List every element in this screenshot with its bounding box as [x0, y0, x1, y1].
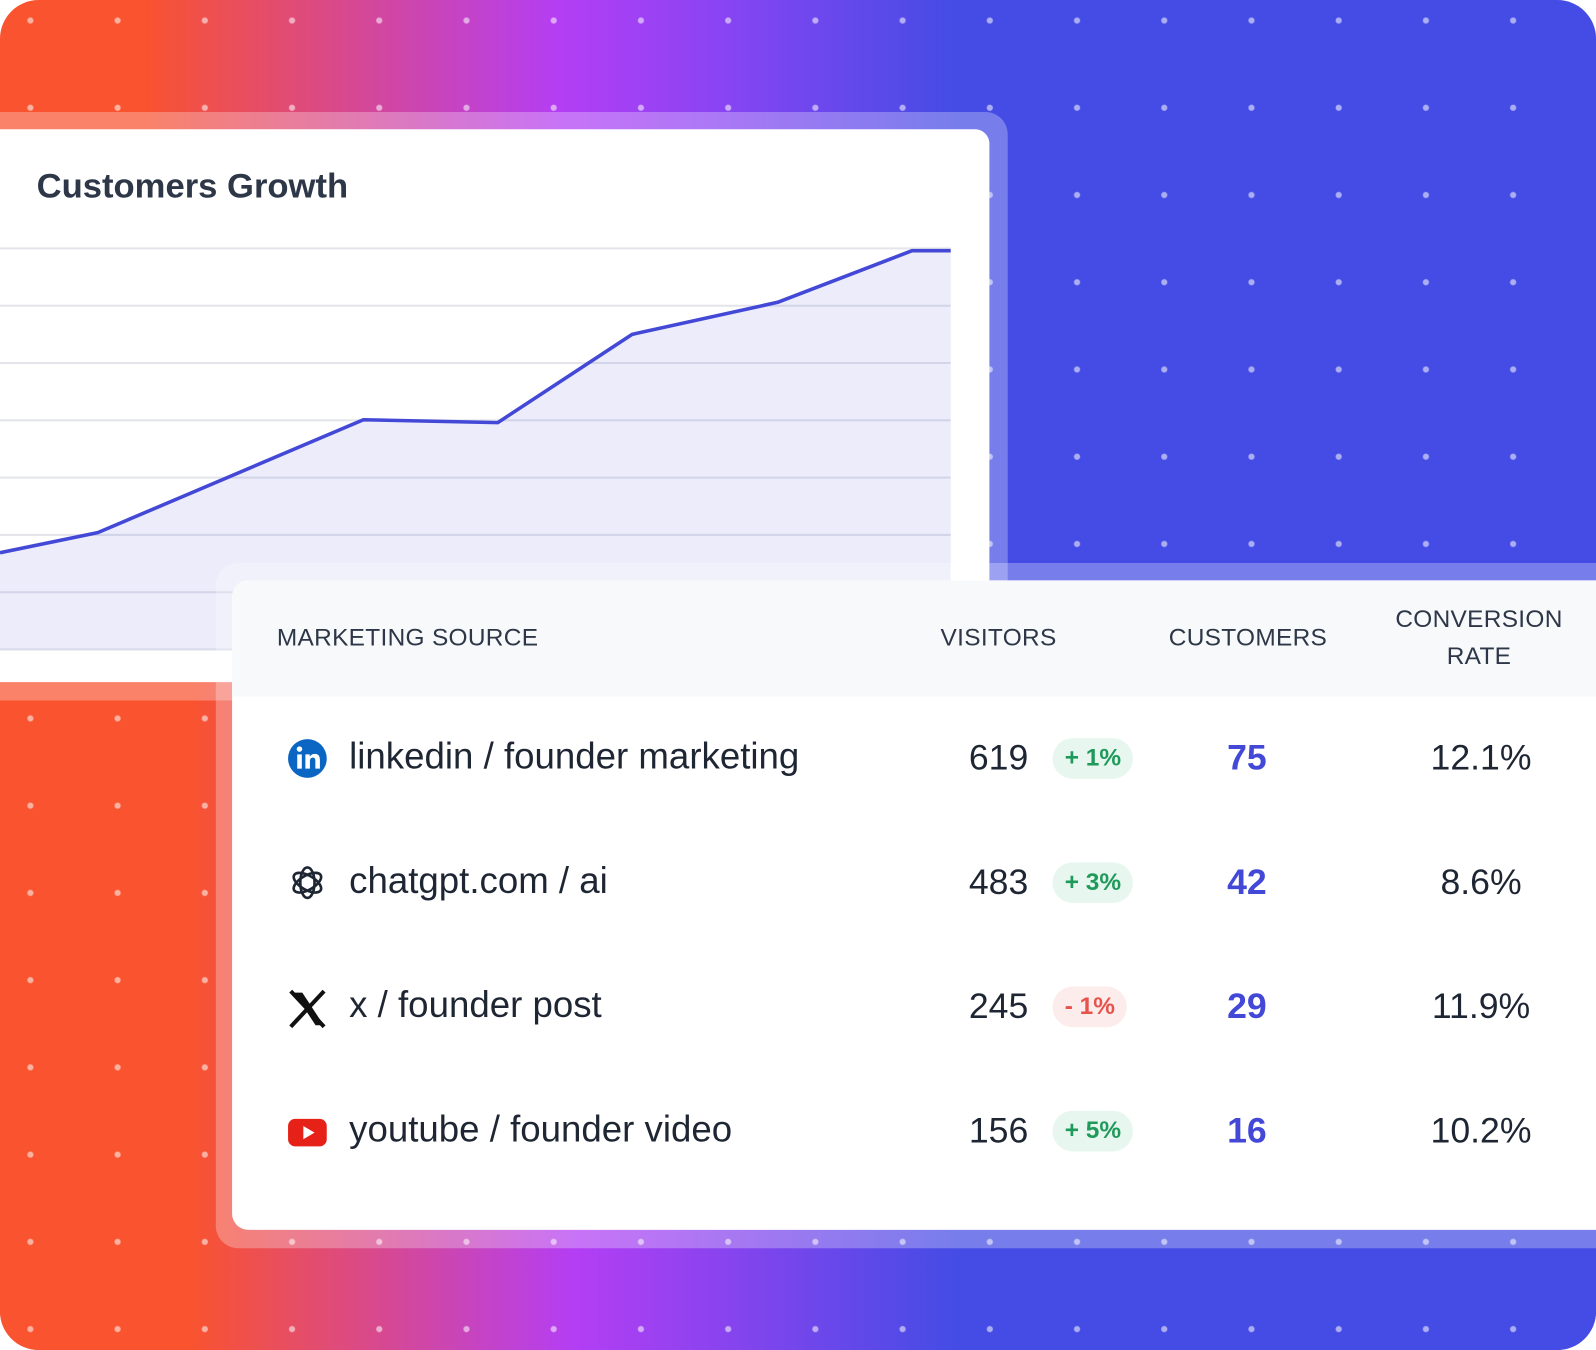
change-wrap: + 3% — [1052, 852, 1134, 913]
conversion-rate: 10.2% — [1430, 1110, 1532, 1151]
table-row: linkedin / founder marketing 619 + 1% 75 12.… — [232, 728, 1596, 789]
change-wrap: - 1% — [1052, 976, 1128, 1037]
customers: 42 — [1227, 862, 1267, 903]
change-badge: - 1% — [1052, 986, 1128, 1028]
change-wrap: + 5% — [1052, 1101, 1134, 1162]
source-name: x / founder post — [349, 983, 602, 1026]
change-wrap: + 1% — [1052, 728, 1134, 789]
table-row: chatgpt.com / ai 483 + 3% 42 8.6% — [232, 852, 1596, 913]
source-icon — [285, 736, 330, 781]
area-fill — [0, 250, 951, 650]
visitors: 483 — [968, 862, 1029, 903]
change-badge: + 3% — [1052, 862, 1134, 904]
source-icon — [285, 985, 330, 1030]
customers: 75 — [1227, 738, 1267, 778]
header-cell: VISITORS — [940, 624, 1057, 652]
change-badge: + 1% — [1052, 738, 1134, 779]
source-icon — [285, 1109, 330, 1154]
visitors: 156 — [968, 1110, 1029, 1151]
header-cell: CONVERSION RATE — [1395, 605, 1563, 670]
icon-graphic — [292, 866, 323, 900]
table-row: x / founder post 245 - 1% 29 11.9% — [232, 976, 1596, 1037]
table-card: MARKETING SOURCE VISITORS CUSTOMERS CONV… — [232, 580, 1596, 1230]
icon-graphic — [288, 1118, 327, 1147]
customers: 29 — [1227, 986, 1267, 1027]
header-cell: CUSTOMERS — [1168, 624, 1328, 652]
conversion-rate: 11.9% — [1431, 986, 1531, 1027]
table-header: MARKETING SOURCE VISITORS CUSTOMERS CONV… — [232, 580, 1596, 697]
line — [0, 248, 951, 555]
visitors: 619 — [968, 738, 1029, 778]
customers: 16 — [1227, 1110, 1267, 1151]
icon-graphic — [289, 989, 326, 1029]
source-name: chatgpt.com / ai — [349, 859, 608, 902]
chart: Customers Growth — [0, 168, 951, 651]
source-icon — [285, 860, 330, 905]
source-name: linkedin / founder marketing — [349, 735, 800, 777]
change-badge: + 5% — [1052, 1110, 1134, 1152]
header-cell: MARKETING SOURCE — [276, 624, 539, 652]
source-name: youtube / founder video — [349, 1107, 733, 1150]
conversion-rate: 12.1% — [1430, 738, 1532, 778]
table-row: youtube / founder video 156 + 5% 16 10.2% — [232, 1101, 1596, 1162]
conversion-rate: 8.6% — [1440, 862, 1522, 903]
icon-graphic — [288, 739, 327, 778]
visitors: 245 — [968, 986, 1029, 1027]
chart-title: Customers Growth — [37, 168, 349, 206]
